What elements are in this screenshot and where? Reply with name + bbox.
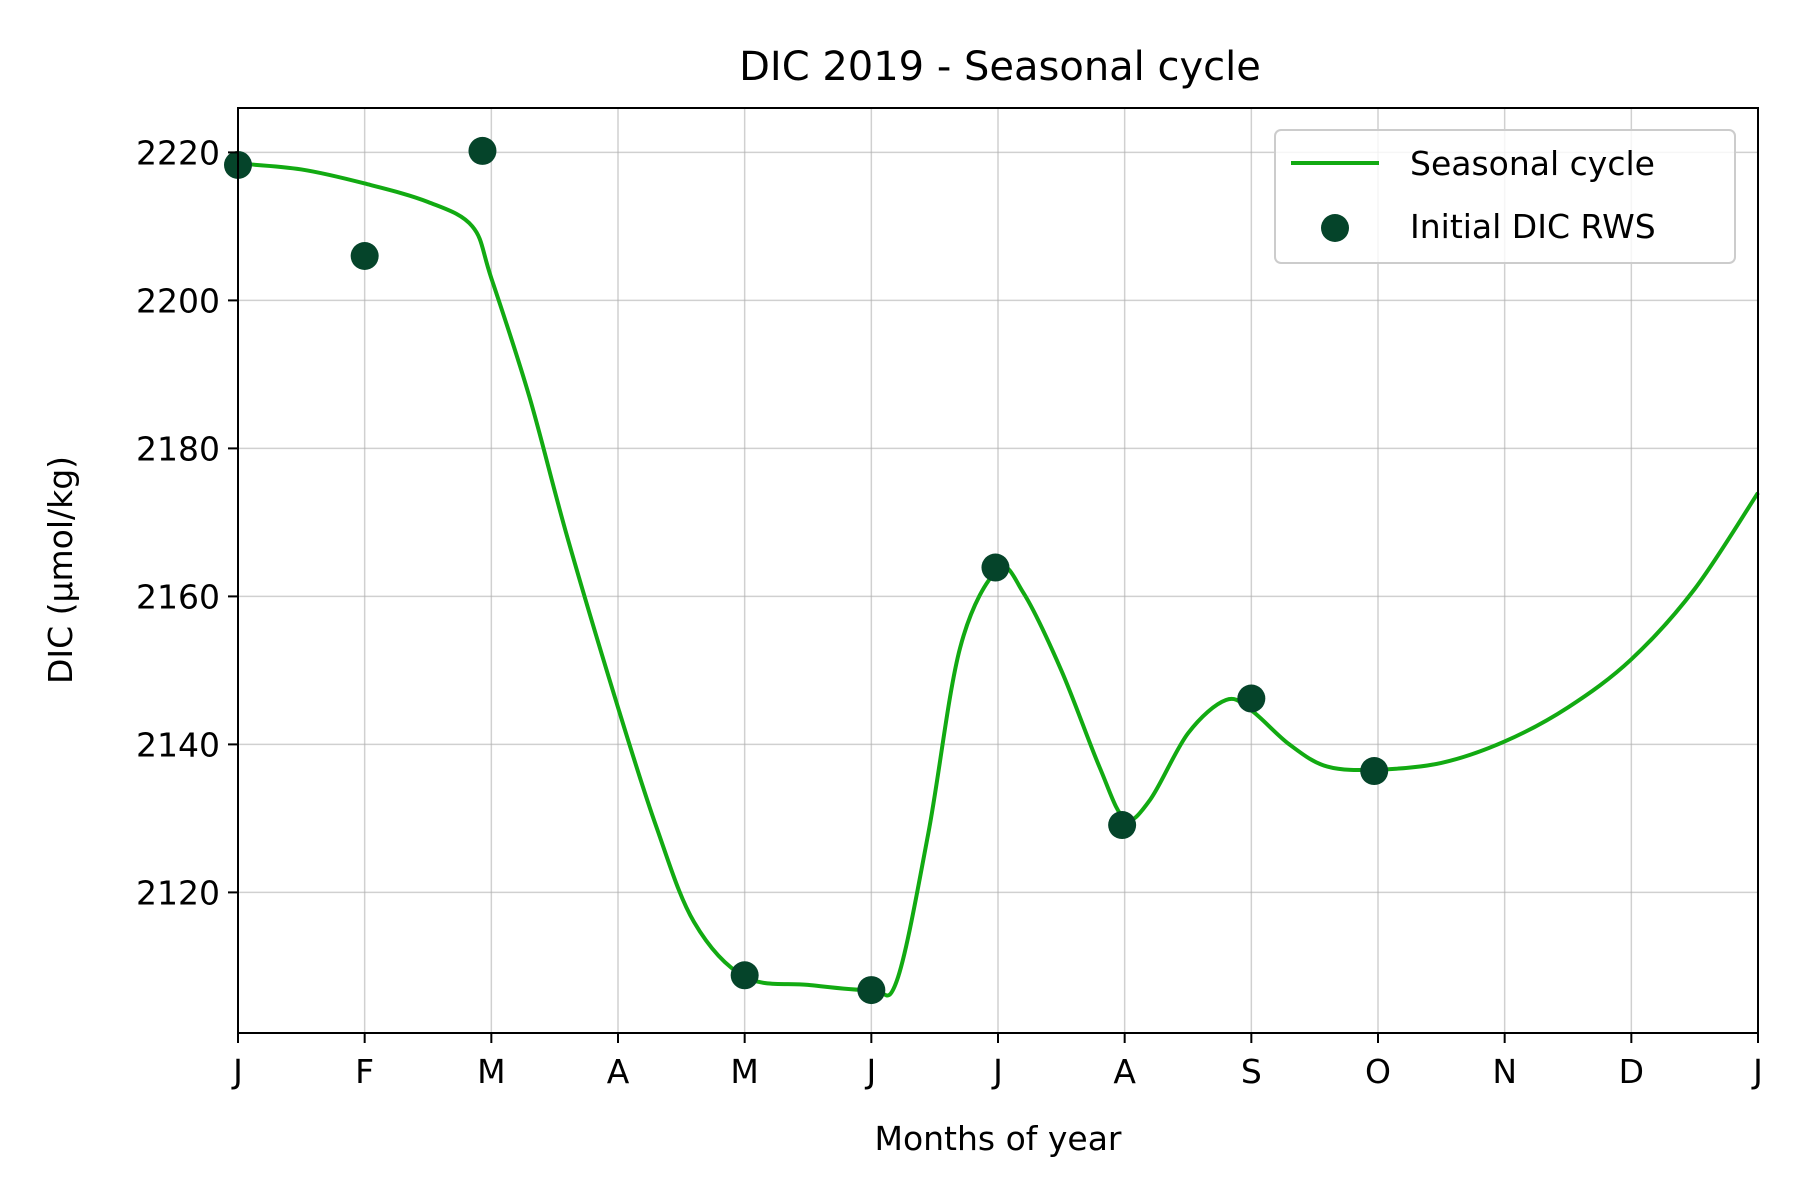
x-tick-label: A xyxy=(1113,1052,1136,1091)
x-tick-label: J xyxy=(1751,1052,1763,1091)
initial-dic-rws-point xyxy=(468,136,497,165)
x-axis-title: Months of year xyxy=(874,1119,1121,1158)
initial-dic-rws-point xyxy=(981,553,1010,582)
initial-dic-rws-point xyxy=(730,961,759,990)
legend-marker-swatch xyxy=(1321,214,1349,242)
y-tick-label: 2180 xyxy=(136,429,220,468)
x-tick-label: O xyxy=(1365,1052,1391,1091)
initial-dic-rws-point xyxy=(857,976,886,1005)
y-axis-title: DIC (µmol/kg) xyxy=(41,456,80,684)
legend-box xyxy=(1274,129,1736,264)
initial-dic-rws-point xyxy=(350,242,379,270)
x-tick-label: F xyxy=(355,1052,374,1091)
legend-label-initial-dic-rws: Initial DIC RWS xyxy=(1410,207,1656,246)
seasonal-cycle-line xyxy=(237,161,1760,998)
x-tick-label: D xyxy=(1619,1052,1644,1091)
series-layer xyxy=(224,136,1760,1005)
x-tick-label: N xyxy=(1492,1052,1517,1091)
legend-label-seasonal-cycle: Seasonal cycle xyxy=(1410,144,1655,183)
y-tick-label: 2140 xyxy=(136,725,220,764)
x-tick-label: J xyxy=(864,1052,876,1091)
x-tick-label: S xyxy=(1241,1052,1262,1091)
x-tick-label: M xyxy=(730,1052,758,1091)
x-tick-label: A xyxy=(607,1052,630,1091)
y-tick-label: 2120 xyxy=(136,873,220,912)
x-tick-label: J xyxy=(231,1052,243,1091)
legend: Seasonal cycle Initial DIC RWS xyxy=(1274,129,1736,264)
x-tick-label: M xyxy=(477,1052,505,1091)
initial-dic-rws-point xyxy=(1108,811,1137,840)
y-tick-label: 2160 xyxy=(136,577,220,616)
y-tick-label: 2220 xyxy=(136,133,220,172)
axes-layer: J F M A M J J A S O N D J 2120 2140 2160 2180 2200 2220 xyxy=(136,133,1763,1091)
y-tick-label: 2200 xyxy=(136,281,220,320)
initial-dic-rws-point xyxy=(1360,757,1389,786)
initial-dic-rws-point xyxy=(1237,684,1266,713)
chart-title: DIC 2019 - Seasonal cycle xyxy=(739,44,1261,90)
x-tick-label: J xyxy=(991,1052,1003,1091)
